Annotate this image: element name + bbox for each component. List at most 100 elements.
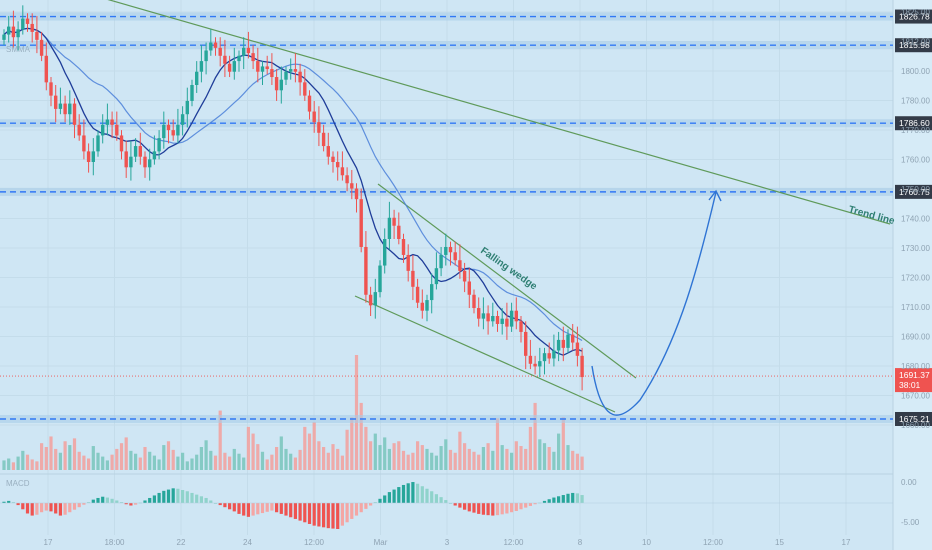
macd-bar [105, 497, 109, 503]
time-tick-label: 24 [243, 538, 252, 547]
macd-bar [246, 503, 250, 517]
candle-body [242, 47, 246, 56]
volume-bar [289, 453, 293, 470]
forecast-arrow-head[interactable] [708, 189, 722, 202]
candle-body [538, 361, 542, 367]
volume-bar [312, 422, 316, 470]
candle-body [176, 124, 180, 136]
candle-body [397, 225, 401, 239]
candle-body [303, 82, 307, 96]
time-tick-label: 17 [842, 538, 851, 547]
macd-bar [481, 503, 485, 515]
volume-bar [228, 456, 232, 470]
wedge-lower-line[interactable] [354, 295, 616, 413]
macd-bar [171, 488, 175, 503]
candle-body [556, 339, 561, 351]
macd-bar [134, 503, 138, 505]
volume-bar [406, 454, 410, 470]
candle-body [552, 350, 556, 359]
candle-body [30, 23, 34, 32]
macd-bar [331, 503, 335, 529]
volume-bar [232, 448, 236, 470]
volume-bar [54, 448, 58, 470]
candle-body [21, 18, 25, 30]
macd-bar [232, 503, 236, 512]
macd-bar [510, 503, 514, 513]
candle-body [16, 29, 20, 38]
macd-bar [96, 497, 100, 503]
volume-bar [275, 447, 279, 470]
trend-lines[interactable] [40, 0, 891, 413]
volume-bar [542, 443, 547, 470]
time-tick-label: Mar [374, 538, 388, 547]
candle-body [180, 114, 185, 125]
candle-body [331, 156, 335, 162]
volume-bar [495, 418, 500, 470]
volume-bar [359, 402, 363, 470]
macd-bar [237, 503, 241, 514]
trend-line[interactable] [40, 0, 891, 225]
macd-bar [411, 482, 415, 503]
macd-bar [561, 495, 565, 503]
macd-bar [336, 503, 340, 529]
macd-bar [284, 503, 288, 516]
candle-body [336, 162, 340, 168]
level-price-tag [895, 38, 932, 53]
volume-bar [387, 448, 391, 470]
volume-bar [256, 444, 260, 470]
candle-body [110, 119, 114, 125]
volume-bar [481, 447, 485, 470]
macd-bar [345, 503, 349, 523]
level-price-label: 1826.78 [899, 12, 930, 22]
candle-body [35, 31, 39, 40]
volume-bar [199, 447, 203, 470]
wedge-upper-line[interactable] [377, 183, 637, 379]
volume-bar [528, 426, 532, 470]
volume-bar [162, 445, 166, 470]
volume-bar [7, 458, 11, 470]
macd-bar [312, 503, 316, 526]
candle-body [166, 124, 171, 131]
macd-bar [119, 502, 124, 503]
candle-body [7, 26, 11, 35]
macd-bar [289, 503, 293, 518]
candle-body [547, 353, 551, 359]
candle-body [434, 268, 439, 285]
forecast-curve[interactable] [591, 191, 717, 416]
macd-bar [519, 503, 523, 510]
candle-body [54, 95, 58, 109]
forecast-path[interactable] [591, 189, 722, 416]
candle-body [227, 63, 232, 72]
candle-body [458, 260, 462, 271]
volume-bar [251, 433, 255, 470]
volume-bar [35, 461, 39, 470]
candle-body [486, 313, 490, 322]
candle-body [152, 151, 157, 160]
fast-moving-average-line [3, 27, 583, 356]
volume-bar [463, 443, 467, 470]
macd-bar [354, 503, 359, 516]
candle-body [383, 239, 387, 266]
level-price-tag [895, 9, 932, 24]
time-tick-label: 15 [775, 538, 784, 547]
macd-bar [101, 496, 105, 503]
volume-bar [96, 452, 100, 470]
macd-bar [148, 497, 152, 503]
volume-bar [392, 443, 396, 470]
candle-body [49, 82, 53, 96]
candle-body [571, 334, 575, 343]
macd-bar [467, 503, 471, 512]
macd-bar [303, 503, 307, 523]
macd-bar [190, 492, 194, 503]
macd-bar [416, 483, 420, 503]
macd-bar [401, 484, 406, 503]
volume-bar [185, 461, 189, 470]
volume-bar [416, 441, 420, 470]
support-resistance-levels[interactable] [0, 12, 893, 423]
candle-body [270, 69, 274, 78]
candle-body [86, 151, 91, 162]
time-tick-label: 8 [578, 538, 583, 547]
macd-bar [87, 502, 91, 503]
macd-bar [110, 498, 114, 503]
